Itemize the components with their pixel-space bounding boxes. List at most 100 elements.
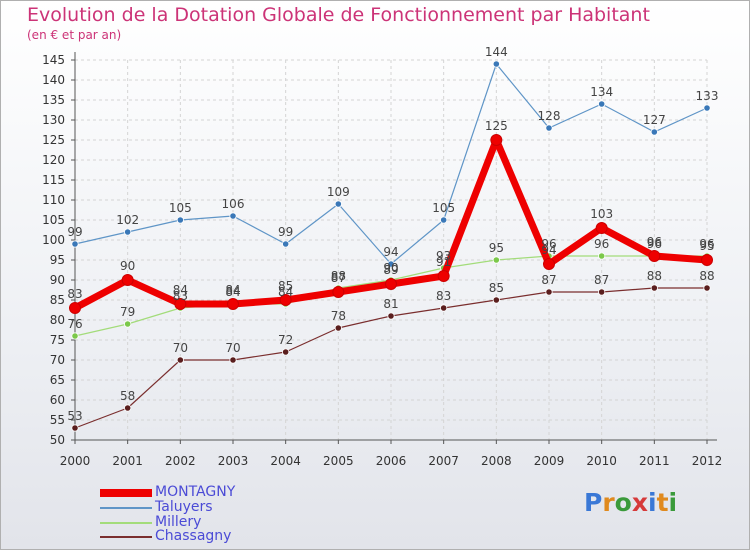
data-point-chassagny <box>387 312 395 320</box>
data-label-montagny: 95 <box>699 239 714 253</box>
data-point-taluyers <box>176 216 184 224</box>
x-tick-label: 2002 <box>165 454 196 468</box>
data-point-millery <box>71 332 79 340</box>
data-point-millery <box>598 252 606 260</box>
data-point-montagny <box>543 258 555 270</box>
data-point-taluyers <box>598 100 606 108</box>
data-point-montagny <box>69 302 81 314</box>
y-tick-label: 140 <box>42 73 65 87</box>
data-label-montagny: 91 <box>436 255 451 269</box>
x-tick-label: 2004 <box>270 454 301 468</box>
data-label-taluyers: 99 <box>67 225 82 239</box>
x-tick-label: 2009 <box>534 454 565 468</box>
data-label-taluyers: 144 <box>485 45 508 59</box>
data-point-chassagny <box>545 288 553 296</box>
x-tick-label: 2005 <box>323 454 354 468</box>
y-tick-label: 145 <box>42 53 65 67</box>
y-tick-label: 115 <box>42 173 65 187</box>
legend-item-millery[interactable]: Millery <box>100 515 201 530</box>
data-point-taluyers <box>124 228 132 236</box>
legend-item-montagny[interactable]: MONTAGNY <box>100 485 235 500</box>
data-label-montagny: 90 <box>120 259 135 273</box>
data-point-taluyers <box>545 124 553 132</box>
data-label-chassagny: 58 <box>120 389 135 403</box>
y-tick-label: 55 <box>50 413 65 427</box>
data-point-montagny <box>385 278 397 290</box>
series-layer <box>69 60 713 432</box>
legend-item-chassagny[interactable]: Chassagny <box>100 529 231 544</box>
x-tick-label: 2012 <box>692 454 723 468</box>
data-label-montagny: 83 <box>67 287 82 301</box>
y-tick-label: 110 <box>42 193 65 207</box>
data-label-millery: 84 <box>278 285 293 299</box>
legend-label-chassagny: Chassagny <box>155 528 232 544</box>
data-point-chassagny <box>71 424 79 432</box>
legend-label-taluyers: Taluyers <box>155 499 213 515</box>
data-label-taluyers: 109 <box>327 185 350 199</box>
data-label-chassagny: 72 <box>278 333 293 347</box>
data-point-chassagny <box>124 404 132 412</box>
axis-layer: 50 55 60 65 70 75 80 85 90 95 100 105 110 115 120 125 13… <box>42 52 722 468</box>
data-point-montagny <box>174 298 187 310</box>
x-tick-label: 2001 <box>112 454 143 468</box>
data-label-millery: 83 <box>173 289 188 303</box>
data-label-millery: 96 <box>594 237 609 251</box>
data-point-taluyers <box>334 200 342 208</box>
data-label-millery: 76 <box>67 317 82 331</box>
data-point-chassagny <box>176 356 184 364</box>
chart-title: Evolution de la Dotation Globale de Fonc… <box>27 4 650 26</box>
legend-swatch-chassagny <box>100 535 152 538</box>
data-point-chassagny <box>282 348 290 356</box>
data-point-chassagny <box>598 288 606 296</box>
data-label-montagny: 84 <box>225 283 240 297</box>
data-label-montagny: 94 <box>541 243 556 257</box>
x-tick-label: 2010 <box>586 454 617 468</box>
data-label-chassagny: 85 <box>489 281 504 295</box>
data-label-montagny: 84 <box>173 283 188 297</box>
data-label-taluyers: 106 <box>222 197 245 211</box>
data-point-taluyers <box>229 212 237 220</box>
data-point-montagny <box>121 274 134 286</box>
logo-letter: P <box>584 488 603 517</box>
chart-subtitle: (en € et par an) <box>27 28 122 42</box>
y-tick-label: 100 <box>42 233 65 247</box>
y-tick-label: 75 <box>50 333 65 347</box>
y-tick-label: 135 <box>42 93 65 107</box>
data-label-layer: 99 102 105 106 99 109 94 105 144 128 134 127 133 76 79… <box>67 45 718 423</box>
data-label-millery: 88 <box>331 269 346 283</box>
data-point-montagny <box>332 286 345 298</box>
x-tick-label: 2003 <box>218 454 249 468</box>
data-point-chassagny <box>492 296 500 304</box>
data-label-chassagny: 87 <box>594 273 609 287</box>
data-label-montagny: 103 <box>590 207 613 221</box>
legend-swatch-millery <box>100 521 152 524</box>
data-label-millery: 90 <box>383 261 398 275</box>
data-label-chassagny: 70 <box>225 341 240 355</box>
y-tick-label: 65 <box>50 373 65 387</box>
data-point-chassagny <box>440 304 448 312</box>
data-label-millery: 84 <box>225 285 240 299</box>
logo-letter: o <box>614 488 632 517</box>
y-tick-label: 70 <box>50 353 65 367</box>
data-label-millery: 79 <box>120 305 135 319</box>
data-point-chassagny <box>650 284 658 292</box>
logo-letter: i <box>648 488 657 517</box>
legend-item-taluyers[interactable]: Taluyers <box>100 500 213 515</box>
data-label-taluyers: 134 <box>590 85 613 99</box>
legend-label-montagny: MONTAGNY <box>155 484 236 500</box>
data-point-taluyers <box>440 216 448 224</box>
data-point-chassagny <box>229 356 237 364</box>
data-point-montagny <box>227 298 239 310</box>
logo-letter: r <box>602 488 615 517</box>
data-label-taluyers: 105 <box>432 201 455 215</box>
data-label-taluyers: 105 <box>169 201 192 215</box>
data-label-chassagny: 53 <box>67 409 82 423</box>
logo-letter: x <box>631 488 648 517</box>
data-point-montagny <box>490 134 503 146</box>
data-point-millery <box>124 320 132 328</box>
data-label-montagny: 96 <box>647 235 662 249</box>
data-point-millery <box>492 256 500 264</box>
data-label-taluyers: 94 <box>383 245 398 259</box>
data-label-millery: 96 <box>699 237 714 251</box>
